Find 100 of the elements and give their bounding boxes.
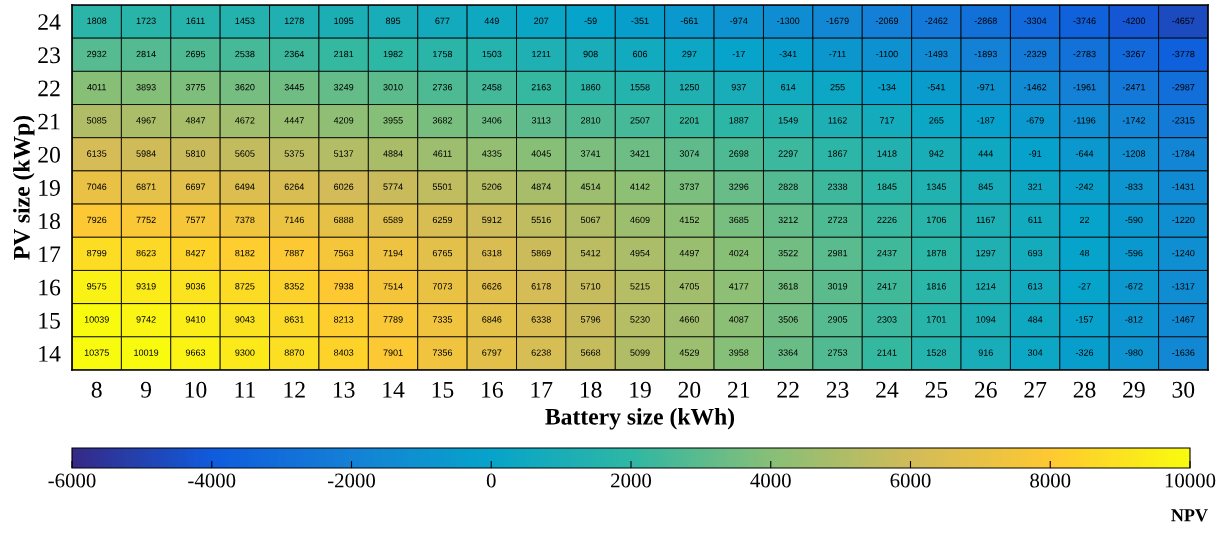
x-tick-label: 15 <box>432 381 454 398</box>
data-label: 6026 <box>334 183 354 190</box>
data-label: -2315 <box>1172 117 1195 124</box>
data-label: 1558 <box>630 83 650 91</box>
data-label: 2201 <box>679 117 699 124</box>
data-label: -1679 <box>826 17 849 25</box>
data-label: 9575 <box>87 283 107 290</box>
x-tick-label: 14 <box>383 381 405 398</box>
data-label: 5796 <box>580 316 601 323</box>
data-label: 1845 <box>877 183 897 190</box>
data-label: 2810 <box>581 117 601 124</box>
data-label: -2987 <box>1172 83 1195 91</box>
data-label: 5230 <box>630 316 650 323</box>
data-label: 845 <box>978 183 993 190</box>
data-label: 6697 <box>185 183 206 190</box>
color-bar-label: 10000 <box>1165 473 1216 488</box>
x-tick-label: 25 <box>925 381 948 398</box>
data-label: 2695 <box>185 50 206 58</box>
data-label: 1808 <box>87 17 107 25</box>
data-label: 1758 <box>433 50 453 58</box>
data-label: 3113 <box>531 117 551 124</box>
data-label: 7577 <box>185 216 206 224</box>
data-label: 2905 <box>827 316 848 323</box>
data-label: 3775 <box>185 83 206 91</box>
data-label: 9742 <box>136 316 156 323</box>
data-label: 8182 <box>235 249 255 257</box>
data-label: 3074 <box>679 150 700 157</box>
data-label: 2723 <box>827 216 848 224</box>
y-tick-label: 18 <box>39 213 60 230</box>
data-label: 3682 <box>432 117 453 124</box>
data-label: -711 <box>829 50 846 58</box>
data-label: 1250 <box>680 83 700 91</box>
x-tick-label: 20 <box>678 381 701 398</box>
data-label: -326 <box>1075 349 1094 356</box>
data-label: 4967 <box>136 117 156 124</box>
data-label: 1706 <box>927 216 946 224</box>
data-label: 7335 <box>432 316 453 323</box>
data-label: 8352 <box>284 283 304 290</box>
data-label: 10019 <box>134 349 159 356</box>
data-label: 2458 <box>482 83 502 91</box>
data-label: -1196 <box>1073 117 1096 124</box>
data-label: 4177 <box>728 283 749 290</box>
data-label: 717 <box>879 117 895 124</box>
x-tick-label: 9 <box>140 381 152 398</box>
x-tick-label: 8 <box>91 381 102 398</box>
data-label: -3267 <box>1122 50 1146 58</box>
data-label: 1887 <box>729 117 749 124</box>
data-label: 3958 <box>729 349 749 356</box>
y-tick-label: 14 <box>39 346 61 362</box>
data-label: 1867 <box>828 150 848 157</box>
data-label: 4529 <box>679 349 700 356</box>
data-label: 1345 <box>927 183 947 190</box>
data-label: 8427 <box>185 249 206 257</box>
data-label: 207 <box>534 17 549 25</box>
data-label: -2471 <box>1122 83 1146 91</box>
data-label: 2828 <box>778 183 798 190</box>
data-label: 5605 <box>235 150 255 157</box>
data-label: -351 <box>631 17 649 25</box>
x-tick-label: 13 <box>333 381 355 398</box>
data-label: 1816 <box>927 283 946 290</box>
data-label: 2753 <box>827 349 848 356</box>
data-label: 4672 <box>235 117 255 124</box>
x-tick-label: 26 <box>974 381 997 398</box>
x-tick-label: 23 <box>826 381 849 398</box>
data-label: 321 <box>1027 183 1043 190</box>
data-label: 6178 <box>531 283 551 290</box>
color-bar-label: 4000 <box>750 473 791 488</box>
data-label: 4152 <box>679 216 699 224</box>
data-label: 614 <box>781 83 796 91</box>
data-label: 1095 <box>334 17 354 25</box>
data-label: 3212 <box>778 216 798 224</box>
data-label: 6888 <box>334 216 354 224</box>
data-label: -1462 <box>1023 83 1047 91</box>
data-label: -1493 <box>925 50 948 58</box>
data-label: 3737 <box>679 183 699 190</box>
data-label: 1211 <box>532 50 551 58</box>
data-label: -157 <box>1075 316 1094 323</box>
data-label: -1742 <box>1122 117 1146 124</box>
data-label: 2226 <box>877 216 897 224</box>
data-label: 2364 <box>284 50 305 58</box>
data-label: 4874 <box>531 183 551 190</box>
data-label: -1893 <box>974 50 997 58</box>
data-label: 3296 <box>729 183 749 190</box>
data-label: 937 <box>731 83 746 91</box>
data-label: 5810 <box>185 150 206 157</box>
data-label: 1297 <box>976 249 996 257</box>
data-label: 2538 <box>235 50 255 58</box>
data-label: -1300 <box>777 17 800 25</box>
data-label: 5516 <box>531 216 551 224</box>
data-label: -812 <box>1125 316 1143 323</box>
data-label: 6318 <box>482 249 502 257</box>
color-bar-label: 6000 <box>890 473 931 488</box>
data-label: 7046 <box>87 183 107 190</box>
x-tick-label: 12 <box>284 381 305 398</box>
data-label: 3445 <box>284 83 304 91</box>
data-label: 7901 <box>383 349 403 356</box>
data-label: 8799 <box>87 249 107 257</box>
data-label: 6264 <box>284 183 305 190</box>
data-label: 613 <box>1028 283 1043 290</box>
color-bar-label: 2000 <box>611 473 652 488</box>
